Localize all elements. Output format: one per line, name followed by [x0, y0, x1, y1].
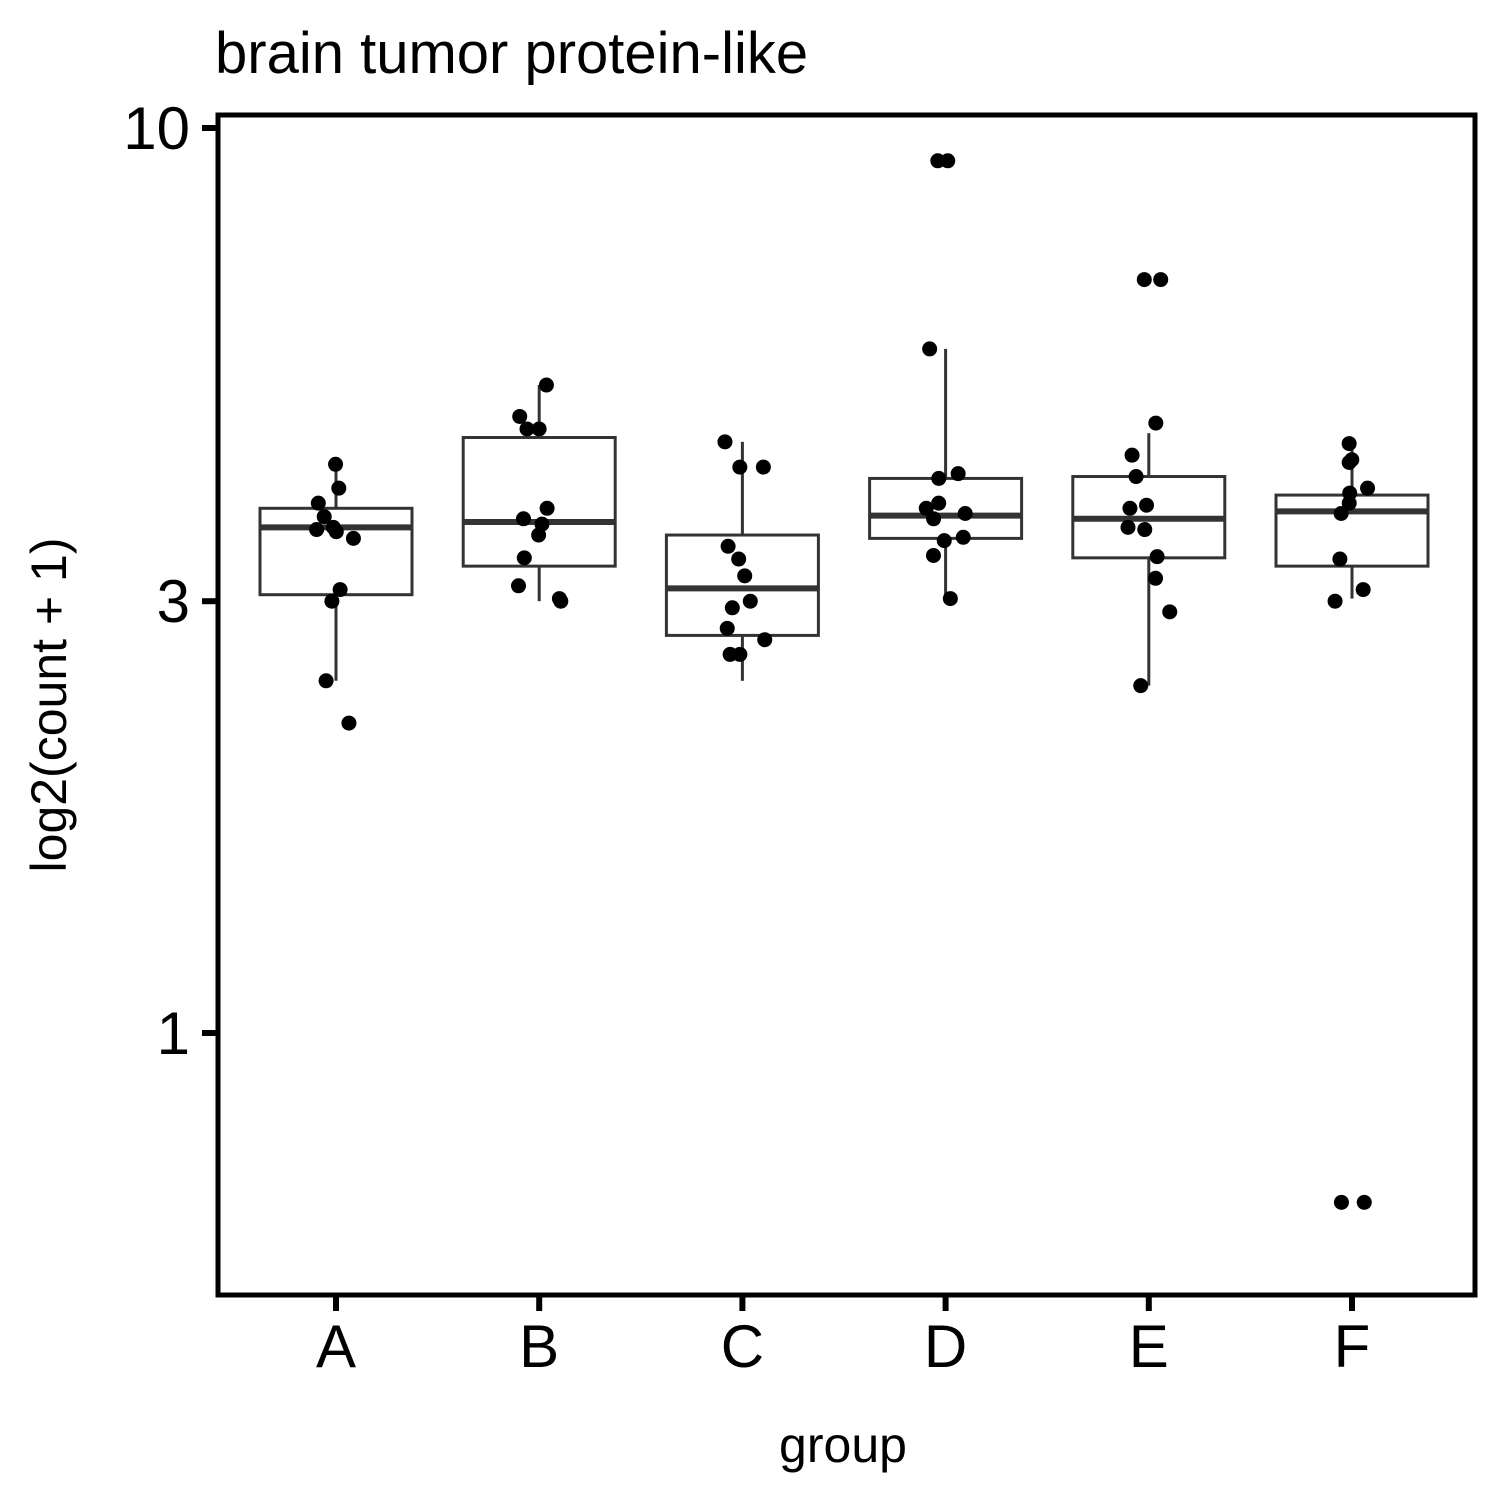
data-point-a [318, 673, 334, 689]
data-point-b [516, 550, 532, 566]
data-point-d [926, 511, 942, 527]
box-b [461, 385, 617, 602]
data-point-b [511, 578, 527, 594]
data-point-b [538, 377, 554, 393]
data-point-d [931, 495, 947, 511]
box-body [461, 435, 617, 568]
data-point-b [519, 421, 535, 437]
data-point-d [918, 500, 934, 516]
data-point-b [515, 511, 531, 527]
data-point-d [950, 466, 966, 482]
x-tick-label: C [721, 1313, 764, 1380]
data-point-d [955, 529, 971, 545]
data-point-a [331, 480, 347, 496]
x-tick-label: D [924, 1313, 967, 1380]
data-point-a [345, 530, 361, 546]
data-point-c [719, 620, 735, 636]
data-point-b [553, 593, 569, 609]
data-point-e [1128, 469, 1144, 485]
data-point-e [1120, 519, 1136, 535]
boxes-layer [258, 348, 1430, 686]
data-point-e [1133, 678, 1149, 694]
y-axis-label: log2(count + 1) [21, 538, 77, 873]
data-point-c [755, 459, 771, 475]
box-body [664, 533, 820, 637]
data-point-c [720, 538, 736, 554]
data-point-b [531, 421, 547, 437]
data-point-e [1124, 447, 1140, 463]
box-body [868, 476, 1024, 540]
data-point-f [1327, 593, 1343, 609]
data-point-b [531, 527, 547, 543]
data-point-d [930, 153, 946, 169]
y-axis: 1 3 10 [123, 95, 216, 1067]
data-point-c [757, 632, 773, 648]
data-point-c [724, 600, 740, 616]
data-point-d [942, 591, 958, 607]
box-e [1071, 433, 1227, 686]
data-point-f [1355, 582, 1371, 598]
data-point-c [717, 434, 733, 450]
y-tick-label: 1 [157, 1000, 190, 1067]
data-point-f [1332, 551, 1348, 567]
data-point-f [1333, 506, 1349, 522]
data-point-e [1148, 570, 1164, 586]
data-point-a [328, 524, 344, 540]
data-point-b [539, 500, 555, 516]
plot-panel [215, 112, 1478, 1298]
data-point-e [1153, 272, 1169, 288]
data-point-c [737, 568, 753, 584]
data-point-e [1139, 497, 1155, 513]
y-tick-label: 10 [123, 95, 190, 162]
data-point-e [1136, 272, 1152, 288]
data-point-a [309, 522, 325, 538]
points-layer [309, 153, 1376, 1210]
data-point-f [1341, 495, 1357, 511]
x-tick-label: A [316, 1313, 356, 1380]
box-c [664, 441, 820, 681]
x-axis: A B C D E F [316, 1297, 1370, 1380]
data-point-e [1137, 522, 1153, 538]
data-point-a [332, 582, 348, 598]
data-point-f [1333, 1194, 1349, 1210]
data-point-b [512, 408, 528, 424]
data-point-d [925, 547, 941, 563]
data-point-a [328, 456, 344, 472]
data-point-d [957, 506, 973, 522]
data-point-f [1341, 436, 1357, 452]
data-point-e [1149, 549, 1165, 565]
data-point-a [316, 509, 332, 525]
data-point-e [1148, 415, 1164, 431]
x-tick-label: F [1334, 1313, 1371, 1380]
data-point-d [936, 533, 952, 549]
x-tick-label: E [1129, 1313, 1169, 1380]
data-point-c [731, 551, 747, 567]
data-point-a [341, 715, 357, 731]
x-tick-label: B [519, 1313, 559, 1380]
chart-title: brain tumor protein-like [215, 21, 808, 86]
data-point-e [1122, 500, 1138, 516]
box-d [868, 348, 1024, 602]
data-point-f [1341, 454, 1357, 470]
data-point-d [931, 470, 947, 486]
x-axis-label: group [779, 1417, 907, 1473]
data-point-a [324, 593, 340, 609]
data-point-f [1360, 480, 1376, 496]
data-point-c [722, 646, 738, 662]
data-point-e [1162, 604, 1178, 620]
data-point-a [310, 495, 326, 511]
data-point-c [732, 459, 748, 475]
data-point-d [922, 341, 938, 357]
box-a [258, 468, 414, 681]
data-point-c [742, 593, 758, 609]
y-tick-label: 3 [157, 568, 190, 635]
data-point-f [1356, 1194, 1372, 1210]
